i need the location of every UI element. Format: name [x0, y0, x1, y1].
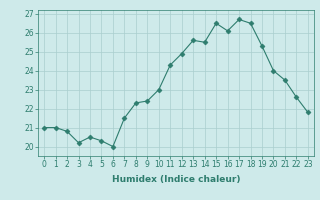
X-axis label: Humidex (Indice chaleur): Humidex (Indice chaleur) — [112, 175, 240, 184]
